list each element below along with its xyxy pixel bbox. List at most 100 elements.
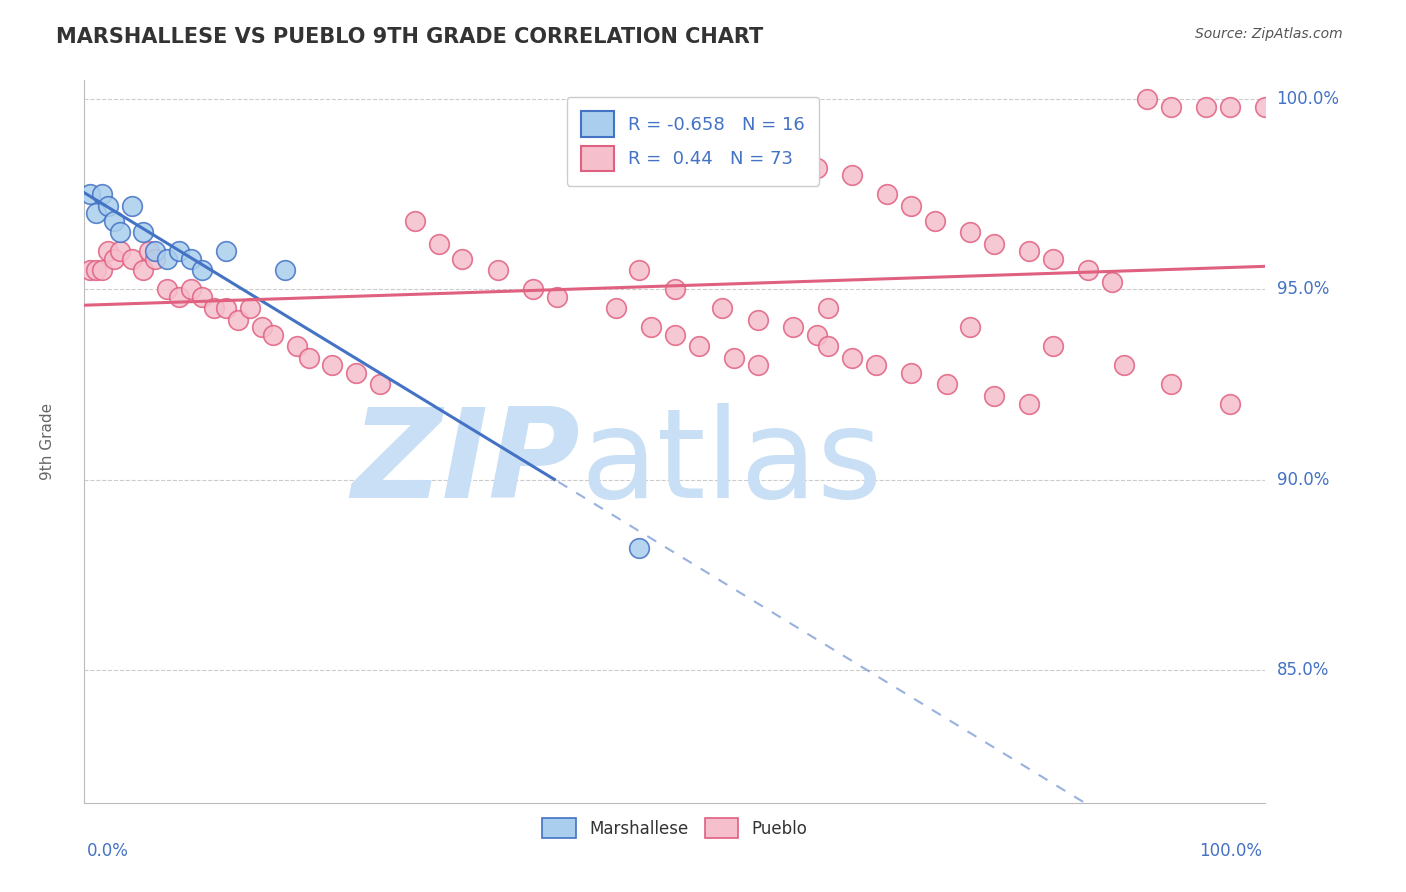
Point bbox=[522, 282, 544, 296]
Point bbox=[91, 263, 114, 277]
Point bbox=[1136, 92, 1159, 106]
Point bbox=[91, 187, 114, 202]
Point bbox=[84, 263, 107, 277]
Point bbox=[628, 541, 651, 555]
Point bbox=[1101, 275, 1123, 289]
Point bbox=[486, 263, 509, 277]
Point bbox=[121, 199, 143, 213]
Point bbox=[1160, 100, 1182, 114]
Point bbox=[262, 328, 284, 343]
Point bbox=[108, 244, 131, 259]
Point bbox=[1077, 263, 1099, 277]
Point bbox=[103, 252, 125, 266]
Point bbox=[167, 290, 190, 304]
Point bbox=[546, 290, 568, 304]
Point bbox=[103, 214, 125, 228]
Text: Source: ZipAtlas.com: Source: ZipAtlas.com bbox=[1195, 27, 1343, 41]
Point bbox=[817, 301, 839, 316]
Text: atlas: atlas bbox=[581, 402, 883, 524]
Point bbox=[935, 377, 957, 392]
Point bbox=[215, 301, 238, 316]
Point bbox=[132, 263, 155, 277]
Point bbox=[79, 187, 101, 202]
Point bbox=[688, 339, 710, 353]
Text: ZIP: ZIP bbox=[352, 402, 581, 524]
Point bbox=[640, 320, 662, 334]
Point bbox=[806, 328, 828, 343]
Point bbox=[664, 328, 686, 343]
Point bbox=[239, 301, 262, 316]
Point bbox=[924, 214, 946, 228]
Point bbox=[250, 320, 273, 334]
Point bbox=[900, 199, 922, 213]
Point bbox=[167, 244, 190, 259]
Text: 100.0%: 100.0% bbox=[1199, 842, 1263, 860]
Text: 100.0%: 100.0% bbox=[1277, 90, 1340, 108]
Point bbox=[1219, 100, 1241, 114]
Point bbox=[865, 359, 887, 373]
Point bbox=[1018, 396, 1040, 410]
Text: 90.0%: 90.0% bbox=[1277, 471, 1329, 489]
Point bbox=[138, 244, 160, 259]
Point bbox=[97, 199, 120, 213]
Point bbox=[404, 214, 426, 228]
Point bbox=[628, 263, 651, 277]
Point bbox=[723, 351, 745, 365]
Point bbox=[143, 244, 166, 259]
Point bbox=[1042, 339, 1064, 353]
Point bbox=[132, 226, 155, 240]
Point bbox=[285, 339, 308, 353]
Point bbox=[451, 252, 474, 266]
Point bbox=[817, 339, 839, 353]
Legend: Marshallese, Pueblo: Marshallese, Pueblo bbox=[536, 812, 814, 845]
Point bbox=[900, 366, 922, 380]
Point bbox=[79, 263, 101, 277]
Point bbox=[274, 263, 297, 277]
Point bbox=[97, 244, 120, 259]
Point bbox=[983, 389, 1005, 403]
Point bbox=[156, 252, 179, 266]
Point bbox=[121, 252, 143, 266]
Point bbox=[782, 149, 804, 163]
Point bbox=[1018, 244, 1040, 259]
Point bbox=[143, 252, 166, 266]
Point bbox=[202, 301, 225, 316]
Point bbox=[711, 301, 734, 316]
Text: MARSHALLESE VS PUEBLO 9TH GRADE CORRELATION CHART: MARSHALLESE VS PUEBLO 9TH GRADE CORRELAT… bbox=[56, 27, 763, 46]
Point bbox=[664, 282, 686, 296]
Point bbox=[344, 366, 367, 380]
Point bbox=[191, 263, 214, 277]
Point bbox=[215, 244, 238, 259]
Point bbox=[180, 252, 202, 266]
Point bbox=[959, 226, 981, 240]
Point bbox=[191, 290, 214, 304]
Point bbox=[1254, 100, 1277, 114]
Point bbox=[983, 236, 1005, 251]
Point bbox=[841, 169, 863, 183]
Point bbox=[1112, 359, 1135, 373]
Point bbox=[226, 313, 249, 327]
Point bbox=[427, 236, 450, 251]
Point bbox=[747, 313, 769, 327]
Point bbox=[1042, 252, 1064, 266]
Text: 9th Grade: 9th Grade bbox=[39, 403, 55, 480]
Point bbox=[84, 206, 107, 220]
Point bbox=[806, 161, 828, 175]
Point bbox=[180, 282, 202, 296]
Point bbox=[841, 351, 863, 365]
Point bbox=[1219, 396, 1241, 410]
Text: 85.0%: 85.0% bbox=[1277, 661, 1329, 679]
Point bbox=[368, 377, 391, 392]
Point bbox=[108, 226, 131, 240]
Point bbox=[747, 359, 769, 373]
Point bbox=[605, 301, 627, 316]
Point bbox=[782, 320, 804, 334]
Point bbox=[298, 351, 321, 365]
Point bbox=[156, 282, 179, 296]
Text: 0.0%: 0.0% bbox=[87, 842, 129, 860]
Point bbox=[321, 359, 343, 373]
Text: 95.0%: 95.0% bbox=[1277, 280, 1329, 299]
Point bbox=[959, 320, 981, 334]
Point bbox=[1195, 100, 1218, 114]
Point bbox=[876, 187, 898, 202]
